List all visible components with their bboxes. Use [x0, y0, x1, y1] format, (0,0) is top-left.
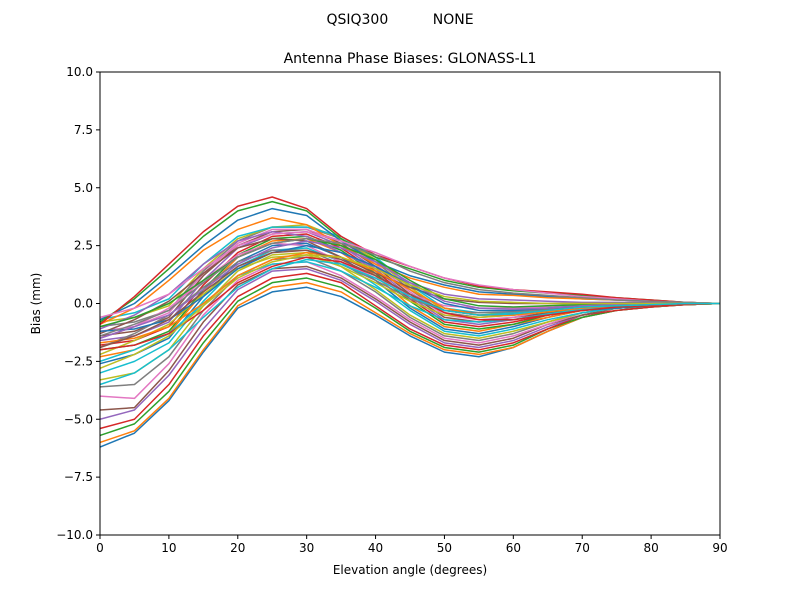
plot-frame — [99, 71, 721, 536]
figure-suptitle: QSIQ300 NONE — [326, 12, 473, 28]
x-tick-label: 70 — [575, 541, 590, 555]
series-layer — [99, 196, 721, 448]
y-axis-label: Bias (mm) — [29, 273, 43, 335]
series-line-s35 — [99, 240, 720, 339]
chart-title: Antenna Phase Biases: GLONASS-L1 — [284, 51, 537, 67]
series-line-s38 — [99, 237, 721, 337]
series-line-s39 — [99, 254, 720, 370]
series-line-s40 — [99, 258, 720, 386]
x-tick-label: 0 — [96, 541, 104, 555]
x-tick-label: 10 — [161, 541, 176, 555]
y-tick-label: −5.0 — [64, 412, 93, 426]
tick-layer: 0 10 20 30 40 50 60 70 80 90 −10.0 −7.5 −5.0 −2.5 0.0 2… — [56, 65, 727, 555]
x-axis-label: Elevation angle (degrees) — [333, 563, 487, 577]
y-tick-label: 7.5 — [74, 123, 93, 137]
y-tick-label: 5.0 — [74, 181, 93, 195]
x-tick-label: 50 — [437, 541, 452, 555]
x-tick-label: 20 — [230, 541, 245, 555]
y-tick-label: −10.0 — [56, 528, 93, 542]
y-tick-label: 10.0 — [66, 65, 93, 79]
x-tick-label: 80 — [643, 541, 658, 555]
y-tick-label: −7.5 — [64, 470, 93, 484]
series-line-s37 — [99, 230, 721, 319]
y-tick-label: 2.5 — [74, 239, 93, 253]
x-tick-label: 90 — [712, 541, 727, 555]
y-tick-label: −2.5 — [64, 354, 93, 368]
x-tick-label: 40 — [368, 541, 383, 555]
x-tick-label: 30 — [299, 541, 314, 555]
y-tick-label: 0.0 — [74, 297, 93, 311]
x-tick-label: 60 — [506, 541, 521, 555]
series-line-s04 — [99, 272, 721, 430]
